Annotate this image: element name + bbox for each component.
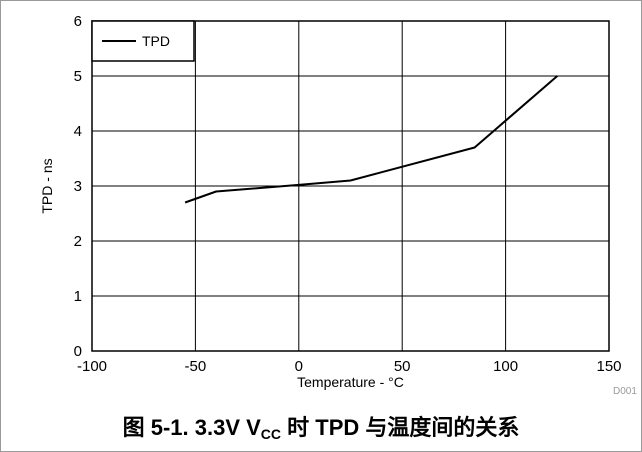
x-tick-label: 0 — [295, 358, 303, 375]
tpd-temperature-chart: -100 -50 0 50 100 150 0 1 2 3 4 5 6 Temperature - °… — [39, 13, 637, 397]
y-tick-labels: 0 1 2 3 4 5 6 — [74, 13, 82, 360]
caption-prefix: 图 5-1. 3.3V V — [122, 415, 261, 440]
figure-id: D001 — [613, 386, 637, 397]
x-tick-label: -50 — [185, 358, 207, 375]
x-tick-label: 150 — [596, 358, 621, 375]
plot-area-border — [91, 20, 610, 352]
x-tick-labels: -100 -50 0 50 100 150 — [77, 358, 622, 375]
series-group — [184, 75, 558, 204]
series-line-tpd — [184, 75, 558, 204]
y-tick-label: 0 — [74, 343, 82, 360]
legend-box — [91, 20, 195, 62]
x-tick-label: 50 — [394, 358, 411, 375]
figure-caption: 图 5-1. 3.3V VCC 时 TPD 与温度间的关系 — [0, 410, 642, 442]
grid-lines — [91, 20, 610, 352]
y-tick-label: 3 — [74, 178, 82, 195]
y-tick-label: 5 — [74, 68, 82, 85]
x-tick-label: 100 — [493, 358, 518, 375]
caption-suffix: 时 TPD 与温度间的关系 — [281, 415, 520, 440]
caption-subscript: CC — [260, 426, 282, 442]
y-tick-label: 2 — [74, 233, 82, 250]
y-tick-label: 6 — [74, 13, 82, 30]
legend-label-tpd: TPD — [142, 33, 170, 49]
legend: TPD — [91, 20, 195, 62]
y-axis-label: TPD - ns — [39, 158, 55, 213]
y-tick-label: 4 — [74, 123, 82, 140]
x-axis-label: Temperature - °C — [297, 374, 404, 390]
x-tick-label: -100 — [77, 358, 107, 375]
y-tick-label: 1 — [74, 288, 82, 305]
